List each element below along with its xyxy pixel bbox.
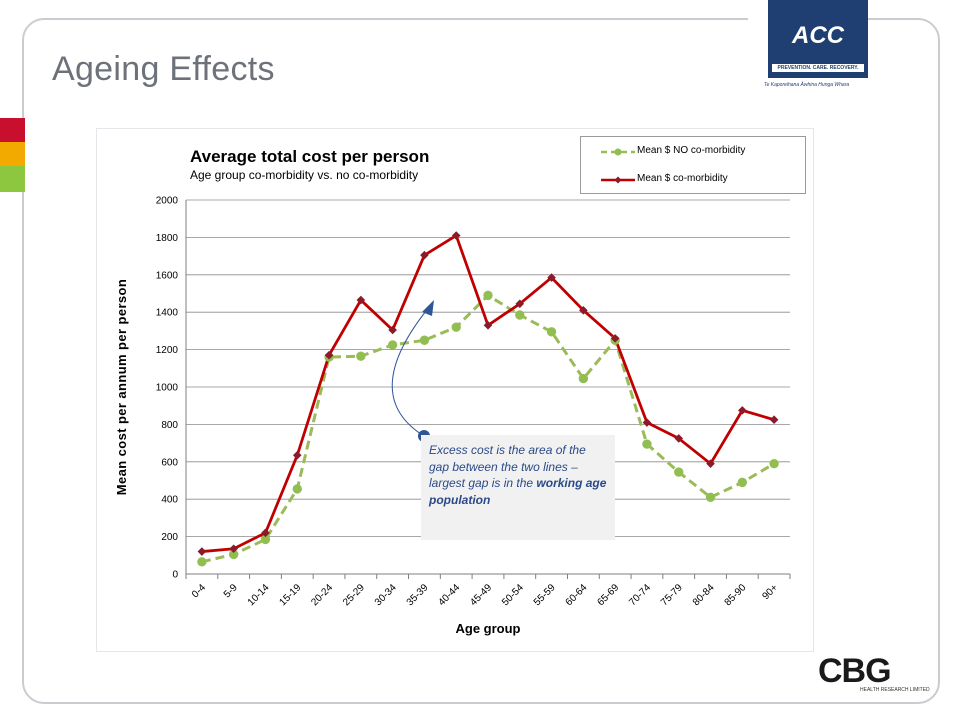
gridlines [186, 199, 790, 538]
legend-swatch-comorbidity [601, 176, 635, 184]
x-tick-labels: 0-4 5-9 10-14 15-19 20-24 25-29 30-34 35-39 40-4… [185, 574, 791, 608]
data-point-comorbidity [356, 295, 366, 305]
data-point-comorbidity [579, 306, 588, 315]
x-tick-label: 45-49 [468, 582, 494, 608]
data-point-comorbidity [197, 547, 207, 556]
legend-swatch-no-comorbidity [601, 148, 635, 156]
data-point-no-comorbidity [705, 492, 716, 503]
y-tick-label: 1800 [156, 233, 179, 244]
callout-text-emphasis: working age population [429, 476, 607, 507]
data-point-comorbidity [324, 350, 334, 360]
x-tick-label: 20-24 [309, 582, 335, 608]
data-point-no-comorbidity [387, 340, 398, 350]
data-point-comorbidity [769, 415, 779, 425]
callout-arrow [391, 305, 431, 437]
x-tick-label: 25-29 [341, 582, 367, 608]
accent-bar-green [0, 166, 25, 192]
data-point-comorbidity [420, 250, 429, 260]
series [197, 231, 779, 567]
x-tick-label: 85-90 [723, 582, 749, 608]
y-tick-label: 400 [161, 495, 178, 506]
x-axis-label: Age group [456, 621, 521, 636]
chart-panel [96, 128, 814, 652]
data-point-comorbidity [706, 459, 715, 468]
x-tick-label: 5-9 [222, 582, 240, 600]
y-tick-label: 1200 [156, 345, 179, 356]
data-point-comorbidity [674, 434, 684, 443]
x-tick-label: 75-79 [659, 582, 685, 608]
data-point-comorbidity [610, 334, 620, 343]
legend-label-no-comorbidity: Mean $ NO co-morbidity [637, 145, 746, 156]
acc-logo-maori-text: Te Kaporeihana Āwhina Hunga Whara [764, 82, 850, 88]
y-tick-label: 2000 [156, 196, 179, 207]
data-point-comorbidity [738, 406, 747, 415]
cbg-logo: CBG HEALTH RESEARCH LIMITED [818, 652, 940, 700]
cbg-logo-mark: CBG [818, 652, 892, 690]
line-chart: 0 200 400 600 800 1000 1200 1400 1600 1800 2000 0-… [114, 147, 791, 636]
data-point-no-comorbidity [769, 458, 779, 469]
y-tick-label: 1400 [156, 308, 179, 319]
y-tick-label: 800 [161, 420, 178, 431]
acc-logo-mark: ACC [792, 22, 844, 49]
data-point-comorbidity [483, 320, 493, 330]
legend-label-comorbidity: Mean $ co-morbidity [637, 173, 728, 184]
axes [185, 200, 790, 575]
chart-title: Average total cost per person [190, 147, 429, 166]
data-point-comorbidity [229, 544, 238, 554]
x-tick-label: 10-14 [246, 582, 272, 608]
acc-logo-tagline: PREVENTION. CARE. RECOVERY. [772, 64, 864, 72]
data-point-comorbidity [451, 231, 461, 240]
accent-bar-orange [0, 142, 25, 166]
x-tick-label: 15-19 [278, 582, 304, 608]
y-tick-label: 1000 [156, 383, 179, 394]
x-tick-label: 65-69 [595, 582, 621, 608]
data-point-no-comorbidity [674, 467, 684, 477]
data-point-comorbidity [515, 299, 525, 309]
cbg-logo-subtext: HEALTH RESEARCH LIMITED [860, 687, 930, 693]
data-point-no-comorbidity [356, 351, 366, 361]
callout-arrowhead [422, 300, 434, 316]
y-tick-labels: 0 200 400 600 800 1000 1200 1400 1600 1800 2000 [156, 196, 179, 581]
y-axis-label: Mean cost per annum per person [114, 279, 129, 495]
acc-logo-badge: ACC PREVENTION. CARE. RECOVERY. [768, 0, 868, 78]
callout-note: Excess cost is the area of the gap betwe… [421, 435, 615, 540]
y-tick-label: 1600 [156, 270, 179, 281]
data-point-comorbidity [388, 325, 397, 335]
callout-text: Excess cost is the area of the gap betwe… [429, 443, 586, 490]
x-tick-label: 35-39 [405, 582, 431, 608]
data-point-no-comorbidity [642, 439, 652, 449]
data-point-comorbidity [261, 528, 270, 538]
data-point-no-comorbidity [546, 327, 557, 337]
x-tick-label: 90+ [760, 582, 780, 602]
data-point-no-comorbidity [483, 290, 493, 301]
data-point-no-comorbidity [737, 477, 748, 488]
y-tick-label: 600 [161, 457, 178, 468]
y-tick-label: 200 [161, 532, 178, 543]
x-tick-label: 40-44 [436, 582, 462, 608]
x-tick-label: 50-54 [500, 582, 526, 608]
data-point-no-comorbidity [292, 484, 302, 494]
accent-bar-red [0, 118, 25, 142]
y-tick-label: 0 [172, 570, 178, 581]
data-point-no-comorbidity [419, 335, 430, 345]
legend-item-comorbidity: Mean $ co-morbidity [581, 173, 805, 187]
slide-title: Ageing Effects [52, 50, 275, 88]
chart-subtitle: Age group co-morbidity vs. no co-morbidi… [190, 168, 418, 182]
data-point-no-comorbidity [578, 373, 589, 384]
x-tick-label: 80-84 [691, 582, 717, 608]
data-point-comorbidity [642, 418, 652, 427]
x-tick-label: 55-59 [532, 582, 558, 608]
chart-legend: Mean $ NO co-morbidity Mean $ co-morbidi… [580, 136, 806, 194]
x-tick-label: 0-4 [190, 582, 208, 600]
legend-item-no-comorbidity: Mean $ NO co-morbidity [581, 145, 805, 159]
data-point-no-comorbidity [197, 557, 207, 567]
data-point-no-comorbidity [451, 322, 461, 332]
data-point-comorbidity [292, 450, 302, 460]
x-tick-label: 60-64 [564, 582, 590, 608]
data-point-comorbidity [547, 273, 556, 282]
x-tick-label: 30-34 [373, 582, 399, 608]
x-tick-label: 70-74 [627, 582, 653, 608]
data-point-no-comorbidity [515, 310, 525, 320]
